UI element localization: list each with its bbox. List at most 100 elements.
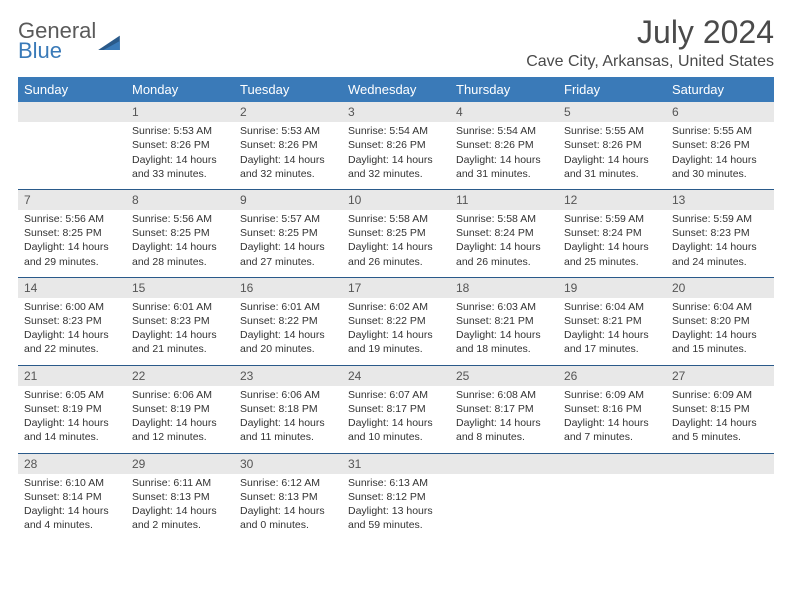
sunset-text: Sunset: 8:22 PM	[348, 314, 444, 328]
day-number: 2	[234, 102, 342, 122]
week-row: 7Sunrise: 5:56 AMSunset: 8:25 PMDaylight…	[18, 190, 774, 277]
day-cell-6: 6Sunrise: 5:55 AMSunset: 8:26 PMDaylight…	[666, 102, 774, 189]
sunrise-text: Sunrise: 5:56 AM	[24, 212, 120, 226]
daylight-text: Daylight: 14 hours and 26 minutes.	[348, 240, 444, 268]
day-cell-19: 19Sunrise: 6:04 AMSunset: 8:21 PMDayligh…	[558, 278, 666, 365]
sunrise-text: Sunrise: 6:00 AM	[24, 300, 120, 314]
daylight-text: Daylight: 14 hours and 32 minutes.	[240, 153, 336, 181]
daylight-text: Daylight: 14 hours and 19 minutes.	[348, 328, 444, 356]
day-cell-26: 26Sunrise: 6:09 AMSunset: 8:16 PMDayligh…	[558, 366, 666, 453]
day-body: Sunrise: 6:13 AMSunset: 8:12 PMDaylight:…	[342, 474, 450, 541]
day-cell-14: 14Sunrise: 6:00 AMSunset: 8:23 PMDayligh…	[18, 278, 126, 365]
day-number: 11	[450, 190, 558, 210]
day-cell-4: 4Sunrise: 5:54 AMSunset: 8:26 PMDaylight…	[450, 102, 558, 189]
daylight-text: Daylight: 14 hours and 28 minutes.	[132, 240, 228, 268]
sunrise-text: Sunrise: 5:59 AM	[672, 212, 768, 226]
day-cell-31: 31Sunrise: 6:13 AMSunset: 8:12 PMDayligh…	[342, 454, 450, 541]
day-cell-15: 15Sunrise: 6:01 AMSunset: 8:23 PMDayligh…	[126, 278, 234, 365]
daylight-text: Daylight: 14 hours and 4 minutes.	[24, 504, 120, 532]
daylight-text: Daylight: 14 hours and 10 minutes.	[348, 416, 444, 444]
daylight-text: Daylight: 14 hours and 8 minutes.	[456, 416, 552, 444]
sunset-text: Sunset: 8:21 PM	[564, 314, 660, 328]
day-body: Sunrise: 6:01 AMSunset: 8:22 PMDaylight:…	[234, 298, 342, 365]
daylight-text: Daylight: 14 hours and 26 minutes.	[456, 240, 552, 268]
location: Cave City, Arkansas, United States	[526, 53, 774, 71]
day-body: Sunrise: 6:04 AMSunset: 8:20 PMDaylight:…	[666, 298, 774, 365]
sunrise-text: Sunrise: 6:07 AM	[348, 388, 444, 402]
sunrise-text: Sunrise: 5:54 AM	[456, 124, 552, 138]
day-body: Sunrise: 5:54 AMSunset: 8:26 PMDaylight:…	[342, 122, 450, 189]
sunset-text: Sunset: 8:26 PM	[132, 138, 228, 152]
daylight-text: Daylight: 14 hours and 29 minutes.	[24, 240, 120, 268]
logo-text: General Blue	[18, 20, 96, 62]
daylight-text: Daylight: 14 hours and 14 minutes.	[24, 416, 120, 444]
day-body: Sunrise: 5:54 AMSunset: 8:26 PMDaylight:…	[450, 122, 558, 189]
daylight-text: Daylight: 14 hours and 21 minutes.	[132, 328, 228, 356]
sunset-text: Sunset: 8:12 PM	[348, 490, 444, 504]
day-header-tuesday: Tuesday	[234, 77, 342, 102]
day-number: 23	[234, 366, 342, 386]
sunset-text: Sunset: 8:25 PM	[24, 226, 120, 240]
day-cell-7: 7Sunrise: 5:56 AMSunset: 8:25 PMDaylight…	[18, 190, 126, 277]
day-cell-29: 29Sunrise: 6:11 AMSunset: 8:13 PMDayligh…	[126, 454, 234, 541]
day-number: 1	[126, 102, 234, 122]
day-number: 20	[666, 278, 774, 298]
day-body: Sunrise: 6:00 AMSunset: 8:23 PMDaylight:…	[18, 298, 126, 365]
day-cell-20: 20Sunrise: 6:04 AMSunset: 8:20 PMDayligh…	[666, 278, 774, 365]
day-cell-23: 23Sunrise: 6:06 AMSunset: 8:18 PMDayligh…	[234, 366, 342, 453]
logo: General Blue	[18, 20, 120, 62]
day-cell-empty	[666, 454, 774, 541]
sunset-text: Sunset: 8:25 PM	[348, 226, 444, 240]
day-cell-8: 8Sunrise: 5:56 AMSunset: 8:25 PMDaylight…	[126, 190, 234, 277]
day-body: Sunrise: 6:07 AMSunset: 8:17 PMDaylight:…	[342, 386, 450, 453]
sunrise-text: Sunrise: 5:55 AM	[672, 124, 768, 138]
day-cell-12: 12Sunrise: 5:59 AMSunset: 8:24 PMDayligh…	[558, 190, 666, 277]
day-number: 5	[558, 102, 666, 122]
day-number: 30	[234, 454, 342, 474]
day-number: 21	[18, 366, 126, 386]
daylight-text: Daylight: 14 hours and 22 minutes.	[24, 328, 120, 356]
sunrise-text: Sunrise: 6:11 AM	[132, 476, 228, 490]
day-cell-17: 17Sunrise: 6:02 AMSunset: 8:22 PMDayligh…	[342, 278, 450, 365]
daylight-text: Daylight: 14 hours and 11 minutes.	[240, 416, 336, 444]
sunset-text: Sunset: 8:17 PM	[348, 402, 444, 416]
day-cell-18: 18Sunrise: 6:03 AMSunset: 8:21 PMDayligh…	[450, 278, 558, 365]
day-number: 24	[342, 366, 450, 386]
header: General Blue July 2024 Cave City, Arkans…	[18, 14, 774, 71]
logo-word-2: Blue	[18, 40, 96, 62]
day-body: Sunrise: 6:09 AMSunset: 8:15 PMDaylight:…	[666, 386, 774, 453]
day-body: Sunrise: 6:01 AMSunset: 8:23 PMDaylight:…	[126, 298, 234, 365]
sunrise-text: Sunrise: 5:53 AM	[240, 124, 336, 138]
day-cell-1: 1Sunrise: 5:53 AMSunset: 8:26 PMDaylight…	[126, 102, 234, 189]
day-cell-5: 5Sunrise: 5:55 AMSunset: 8:26 PMDaylight…	[558, 102, 666, 189]
day-number: 10	[342, 190, 450, 210]
sunrise-text: Sunrise: 6:09 AM	[672, 388, 768, 402]
day-body	[558, 474, 666, 536]
day-header-sunday: Sunday	[18, 77, 126, 102]
sunset-text: Sunset: 8:26 PM	[456, 138, 552, 152]
day-body: Sunrise: 6:06 AMSunset: 8:18 PMDaylight:…	[234, 386, 342, 453]
day-header-friday: Friday	[558, 77, 666, 102]
day-header-wednesday: Wednesday	[342, 77, 450, 102]
day-number: 22	[126, 366, 234, 386]
day-body: Sunrise: 6:08 AMSunset: 8:17 PMDaylight:…	[450, 386, 558, 453]
daylight-text: Daylight: 14 hours and 5 minutes.	[672, 416, 768, 444]
daylight-text: Daylight: 14 hours and 32 minutes.	[348, 153, 444, 181]
day-number: 31	[342, 454, 450, 474]
day-cell-13: 13Sunrise: 5:59 AMSunset: 8:23 PMDayligh…	[666, 190, 774, 277]
daylight-text: Daylight: 14 hours and 2 minutes.	[132, 504, 228, 532]
daylight-text: Daylight: 13 hours and 59 minutes.	[348, 504, 444, 532]
sunrise-text: Sunrise: 6:04 AM	[672, 300, 768, 314]
day-cell-empty	[450, 454, 558, 541]
day-body: Sunrise: 6:04 AMSunset: 8:21 PMDaylight:…	[558, 298, 666, 365]
sunset-text: Sunset: 8:23 PM	[672, 226, 768, 240]
day-cell-30: 30Sunrise: 6:12 AMSunset: 8:13 PMDayligh…	[234, 454, 342, 541]
day-cell-11: 11Sunrise: 5:58 AMSunset: 8:24 PMDayligh…	[450, 190, 558, 277]
daylight-text: Daylight: 14 hours and 0 minutes.	[240, 504, 336, 532]
sunrise-text: Sunrise: 6:01 AM	[132, 300, 228, 314]
sunrise-text: Sunrise: 5:56 AM	[132, 212, 228, 226]
sunset-text: Sunset: 8:24 PM	[456, 226, 552, 240]
daylight-text: Daylight: 14 hours and 31 minutes.	[564, 153, 660, 181]
day-header-monday: Monday	[126, 77, 234, 102]
title-block: July 2024 Cave City, Arkansas, United St…	[526, 14, 774, 71]
